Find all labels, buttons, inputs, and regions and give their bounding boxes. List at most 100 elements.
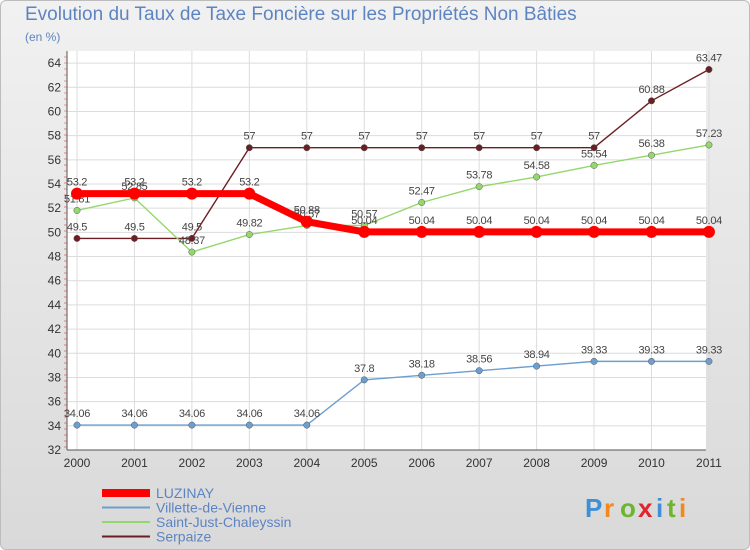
x-tick-label: 2008 — [523, 456, 550, 470]
y-tick-label: 50 — [48, 225, 62, 239]
data-label: 57 — [358, 131, 370, 143]
axes: 32 34 36 38 40 42 44 46 48 50 52 54 56 58 60 62 64 2000 20… — [48, 51, 722, 470]
x-tick-label: 2001 — [121, 456, 148, 470]
y-tick-label: 52 — [48, 201, 62, 215]
plot-area — [67, 51, 706, 450]
y-tick-label: 62 — [48, 80, 62, 94]
data-label: 57 — [244, 131, 256, 143]
legend-label: Serpaize — [156, 529, 211, 545]
data-label: 53.2 — [182, 177, 202, 189]
data-point — [648, 97, 655, 105]
data-label: 56.38 — [638, 138, 664, 150]
data-point — [245, 144, 253, 152]
x-tick-label: 2007 — [466, 456, 493, 470]
data-point — [415, 225, 428, 238]
data-point — [71, 187, 83, 200]
data-point — [705, 141, 713, 149]
data-label: 48.37 — [179, 235, 205, 247]
data-label: 60.88 — [638, 84, 664, 96]
x-tick-label: 2011 — [696, 456, 722, 470]
legend-label: Saint-Just-Chaleyssin — [156, 514, 291, 530]
series-luzinay: 53.2 53.2 53.2 53.2 50.88 50.04 50.04 50.04 50.0… — [67, 177, 722, 238]
logo-letter: i — [679, 493, 686, 523]
data-point — [590, 144, 598, 152]
data-point — [73, 234, 81, 242]
x-tick-label: 2000 — [64, 456, 91, 470]
data-point — [188, 234, 196, 242]
data-point — [590, 357, 598, 365]
logo-letter: t — [667, 493, 676, 523]
data-label: 49.82 — [236, 218, 262, 230]
data-label: 57 — [301, 131, 313, 143]
data-point — [418, 199, 426, 206]
data-label: 50.04 — [409, 215, 435, 227]
series-saint-just-chaleyssin: 51.8152.8548.3749.8250.5750.5752.4753.78… — [64, 128, 722, 256]
data-label: 50.04 — [581, 215, 607, 227]
data-label: 34.06 — [179, 408, 205, 420]
y-tick-label: 54 — [48, 177, 62, 191]
data-label: 50.88 — [294, 205, 320, 217]
data-label: 39.33 — [581, 344, 607, 356]
data-point — [131, 234, 138, 242]
x-tick-label: 2005 — [351, 456, 378, 470]
y-tick-label: 46 — [48, 274, 62, 288]
series-villette-de-vienne: 34.06 34.06 34.06 34.06 34.06 37.8 38.18 38.56 3… — [64, 344, 722, 429]
data-label: 49.5 — [67, 221, 87, 233]
data-point — [475, 183, 483, 191]
y-tick-label: 36 — [48, 395, 62, 409]
data-point — [188, 248, 196, 256]
x-tick-label: 2002 — [179, 456, 206, 470]
data-point — [73, 207, 81, 214]
data-point — [473, 225, 486, 238]
data-point — [303, 421, 311, 429]
y-tick-label: 48 — [48, 250, 62, 264]
data-label: 34.06 — [236, 408, 262, 420]
logo-letter: r — [604, 493, 614, 523]
data-point — [705, 66, 713, 73]
logo-letter: x — [638, 493, 653, 523]
data-label: 50.57 — [351, 208, 377, 220]
data-point — [188, 421, 196, 429]
data-point — [243, 187, 256, 200]
data-label: 57 — [588, 131, 600, 143]
y-axis-unit: (en %) — [25, 30, 61, 44]
data-point — [358, 225, 371, 238]
data-label: 39.33 — [696, 344, 722, 356]
data-label: 52.85 — [121, 181, 147, 193]
legend: LUZINAYVillette-de-VienneSaint-Just-Chal… — [102, 485, 291, 545]
data-label: 53.2 — [124, 177, 144, 189]
legend-label: LUZINAY — [156, 485, 215, 501]
data-label: 53.2 — [239, 177, 259, 189]
series-line — [77, 360, 709, 426]
data-label: 54.58 — [524, 160, 550, 172]
y-tick-label: 34 — [48, 419, 62, 433]
data-point — [360, 144, 368, 152]
x-tick-label: 2010 — [638, 456, 665, 470]
data-label: 53.78 — [466, 170, 492, 182]
data-point — [245, 231, 253, 238]
data-label: 50.04 — [696, 215, 722, 227]
logo-letter: i — [656, 493, 663, 523]
data-point — [588, 225, 601, 238]
data-label: 38.56 — [466, 354, 492, 366]
x-tick-label: 2003 — [236, 456, 263, 470]
data-label: 63.47 — [696, 52, 722, 64]
data-point — [645, 225, 658, 238]
data-label: 34.06 — [64, 408, 90, 420]
data-label: 38.94 — [524, 349, 550, 361]
y-tick-label: 42 — [48, 322, 62, 336]
data-point — [418, 144, 426, 152]
data-point — [590, 161, 598, 169]
series-line — [77, 190, 709, 236]
data-label: 50.04 — [524, 215, 550, 227]
y-tick-label: 32 — [48, 443, 62, 457]
data-point — [705, 357, 713, 365]
x-tick-label: 2004 — [293, 456, 320, 470]
data-point — [648, 357, 655, 365]
chart-title: Evolution du Taux de Taxe Foncière sur l… — [25, 4, 577, 25]
x-tick-label: 2006 — [408, 456, 435, 470]
data-point — [475, 367, 483, 375]
y-tick-label: 58 — [48, 129, 62, 143]
data-point — [530, 225, 543, 238]
